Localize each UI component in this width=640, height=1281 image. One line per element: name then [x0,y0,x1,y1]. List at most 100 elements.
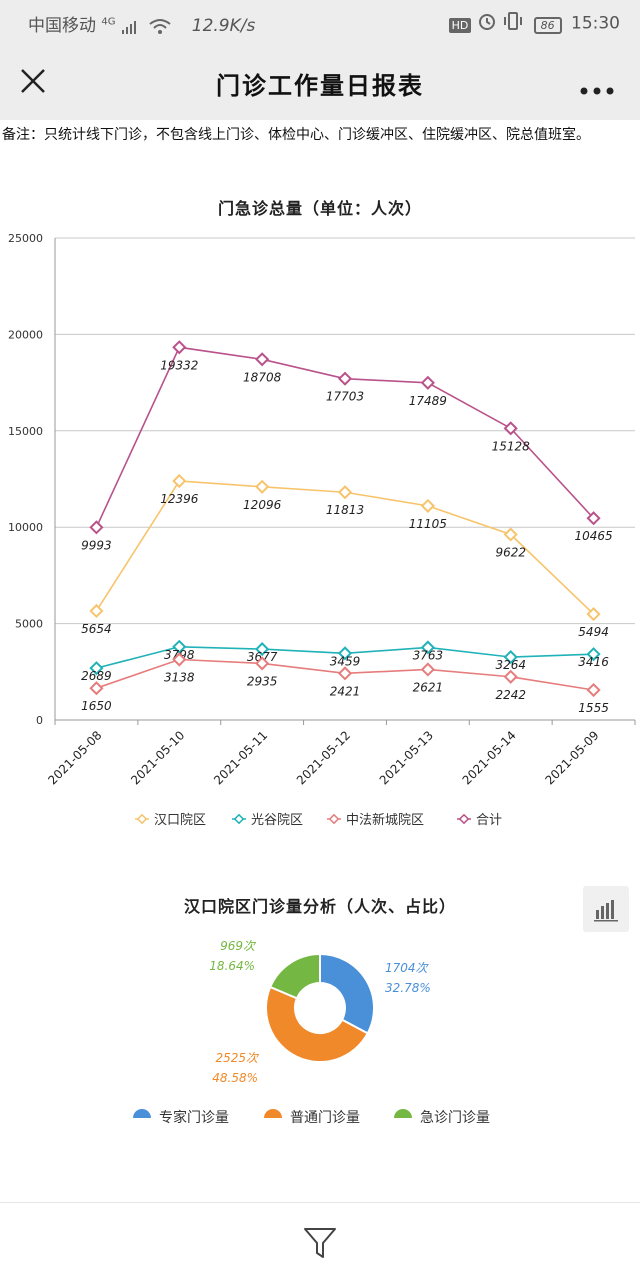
alarm-icon [477,11,497,36]
data-label: 19332 [160,358,198,372]
chart-type-toggle-button[interactable] [583,886,629,932]
filter-icon [304,1228,336,1258]
data-label: 3416 [578,655,609,669]
line-chart-title: 门急诊总量（单位：人次） [217,199,422,218]
vibrate-icon [502,11,524,36]
legend-label: 光谷院区 [251,813,303,828]
data-label: 2689 [81,669,112,683]
clock-time: 15:30 [571,13,620,34]
more-button[interactable] [580,80,614,95]
data-point [89,661,104,676]
data-point [503,649,518,665]
data-label: 11813 [326,503,364,517]
legend-marker [458,813,470,825]
close-button[interactable] [18,66,48,96]
legend-marker [264,1109,282,1118]
y-tick-label: 10000 [8,521,43,534]
slice-value-label: 2525次 [215,1051,260,1065]
legend-label: 普通门诊量 [290,1110,360,1126]
data-point [420,640,435,655]
data-label: 17489 [409,394,447,408]
data-point [89,520,104,535]
pie-slice [319,952,375,1035]
legend-marker [328,813,340,825]
legend-label: 急诊门诊量 [420,1110,490,1126]
data-point [337,666,353,681]
legend-marker [133,1109,151,1118]
data-label: 1650 [81,699,112,713]
x-tick-label: 2021-05-14 [460,728,519,787]
data-point [89,681,104,696]
legend-marker [233,813,245,825]
data-point [586,682,601,698]
x-tick-label: 2021-05-08 [45,728,104,787]
data-label: 12096 [243,498,282,512]
x-tick-label: 2021-05-10 [128,728,187,787]
filter-button[interactable] [302,1225,338,1261]
data-label: 2421 [330,684,361,698]
data-point [503,527,518,542]
slice-value-label: 969次 [220,939,257,953]
data-label: 5494 [578,625,609,639]
status-right: HD 86 15:30 [448,11,620,36]
legend-marker [394,1109,412,1118]
x-tick-label: 2021-05-11 [211,728,270,787]
data-point [420,498,435,513]
data-point [172,340,187,355]
legend-label: 专家门诊量 [159,1109,229,1126]
data-label: 11105 [409,517,447,531]
data-point [586,511,601,526]
bar-chart-icon [594,900,618,922]
data-point [586,647,601,662]
close-icon [21,69,45,93]
speed-label: 12.9K/s [191,16,256,36]
data-point [337,371,353,386]
legend-label: 汉口院区 [154,813,206,828]
pie-chart-title: 汉口院区门诊量分析（人次、占比） [183,897,456,916]
battery-icon: 86 [533,16,562,34]
bottom-toolbar [0,1202,640,1281]
data-label: 18708 [243,370,282,384]
slice-percent-label: 18.64% [209,959,255,973]
hd-badge: HD [448,17,472,33]
data-point [255,352,270,367]
data-point [503,669,518,684]
data-point [337,646,353,661]
data-label: 12396 [160,492,199,506]
y-tick-label: 15000 [8,425,43,438]
y-tick-label: 0 [36,714,43,727]
wifi-icon [148,18,172,34]
slice-value-label: 1704次 [385,961,430,975]
nav-bar: 门诊工作量日报表 [0,44,640,120]
data-point [255,642,270,657]
data-label: 1555 [578,701,609,715]
legend-label: 中法新城院区 [346,812,424,828]
note-text: 备注：只统计线下门诊，不包含线上门诊、体检中心、门诊缓冲区、住院缓冲区、院总值班… [2,127,590,143]
status-left: 中国移动 4G 12.9K/s [28,11,255,36]
data-point [420,662,435,677]
battery-level: 86 [540,18,555,32]
status-bar: 中国移动 4G 12.9K/s HD 86 15:30 [0,0,640,44]
signal-icon [121,19,137,34]
data-label: 5654 [81,622,112,636]
data-point [172,652,187,667]
pie-slice [265,985,370,1063]
x-tick-label: 2021-05-12 [294,728,353,787]
data-point [255,656,270,671]
data-point [172,473,187,489]
data-label: 17703 [326,390,364,404]
slice-percent-label: 32.78% [385,981,431,995]
data-label: 3459 [330,654,361,668]
data-point [89,603,104,619]
data-label: 2242 [495,688,526,702]
data-label: 9622 [495,545,526,559]
data-point [420,375,435,390]
data-point [255,479,270,494]
data-label: 3138 [164,670,195,684]
slice-percent-label: 48.58% [212,1071,258,1085]
data-point [503,421,518,436]
data-label: 3763 [413,648,444,662]
pie-slice [268,952,321,1000]
line-chart: 0 5000 10000 15000 20000 25000 2021-05-08 2021-… [8,232,636,828]
more-icon [580,87,614,95]
